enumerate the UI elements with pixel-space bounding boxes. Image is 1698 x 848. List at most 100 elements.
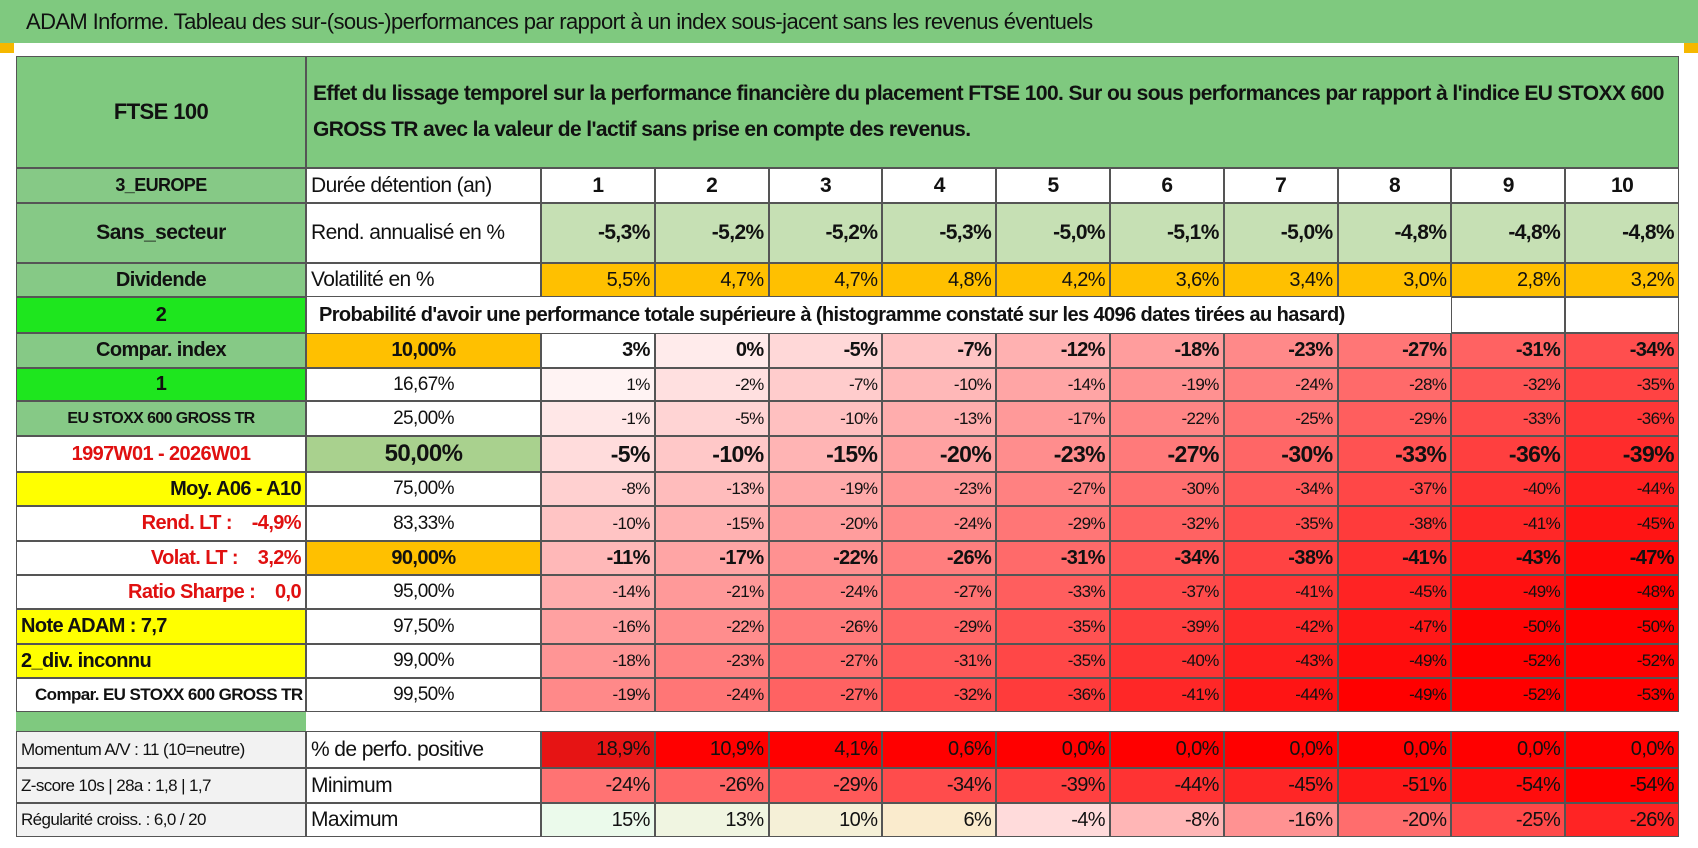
data-cell: -10% [541,506,655,541]
data-cell: 3 [768,168,883,203]
data-cell: -26% [768,609,883,644]
data-cell: 6 [1110,168,1224,203]
data-cell: -27% [996,472,1110,506]
row-label: 1997W01 - 2026W01 [16,436,306,472]
data-cell: -26% [882,541,997,575]
data-cell: -5,0% [1223,203,1338,263]
data-cell: -17% [996,401,1110,436]
data-cell: -5,1% [1110,203,1224,263]
data-cell: -29% [996,506,1110,541]
stat-cell: 10,9% [654,731,769,768]
stat-cell: -54% [1565,768,1679,803]
section-note: Probabilité d'avoir une performance tota… [306,297,1451,333]
row-label: Note ADAM : 7,7 [16,609,306,644]
data-cell: -24% [768,575,883,609]
stat-label: Momentum A/V : 11 (10=neutre) [16,731,306,768]
data-cell: -52% [1451,644,1566,678]
stat-cell: -45% [1223,768,1338,803]
data-cell: -20% [768,506,883,541]
data-cell: 1 [541,168,655,203]
data-cell: -35% [1565,368,1679,401]
data-cell: -47% [1337,609,1452,644]
marker [0,43,14,53]
header-description: Effet du lissage temporel sur la perform… [306,56,1679,168]
stat-cell: 13% [654,803,769,837]
data-cell: -4,8% [1451,203,1566,263]
stat-cell: 18,9% [541,731,655,768]
data-cell: 5,5% [541,263,655,297]
stat-cell: 0,0% [996,731,1110,768]
stat-cell: 6% [882,803,997,837]
data-cell: -33% [1337,436,1452,472]
blank [1565,297,1679,333]
data-cell: -36% [1451,436,1566,472]
stat-cell: -20% [1337,803,1452,837]
data-cell: -5,2% [654,203,769,263]
data-cell: -27% [882,575,997,609]
row-name: Rend. annualisé en % [306,203,541,263]
data-cell: -23% [1223,333,1338,368]
data-cell: 4,2% [996,263,1110,297]
data-cell: -5% [768,333,883,368]
stat-cell: -25% [1451,803,1566,837]
data-cell: -52% [1565,644,1679,678]
stat-label: Régularité croiss. : 6,0 / 20 [16,803,306,837]
stat-cell: -54% [1451,768,1566,803]
row-label: Compar. EU STOXX 600 GROSS TR [16,678,306,712]
data-cell: -20% [882,436,997,472]
data-cell: 0% [654,333,769,368]
data-cell: -22% [654,609,769,644]
data-cell: -10% [882,368,997,401]
row-label: Compar. index [16,333,306,368]
data-cell: 10 [1565,168,1679,203]
data-cell: -52% [1451,678,1566,712]
data-cell: 4,7% [654,263,769,297]
stat-cell: -26% [654,768,769,803]
data-cell: -31% [1451,333,1566,368]
stat-cell: 10% [768,803,883,837]
data-cell: -44% [1223,678,1338,712]
data-cell: -27% [768,678,883,712]
stat-label: Z-score 10s | 28a : 1,8 | 1,7 [16,768,306,803]
stat-name: % de perfo. positive [306,731,541,768]
data-cell: -33% [996,575,1110,609]
data-cell: -34% [1565,333,1679,368]
data-cell: 2,8% [1451,263,1566,297]
stat-cell: -24% [541,768,655,803]
stat-cell: -44% [1110,768,1224,803]
data-cell: -8% [541,472,655,506]
data-cell: 3% [541,333,655,368]
row-label: EU STOXX 600 GROSS TR [16,401,306,436]
row-label: Volat. LT : 3,2% [16,541,306,575]
data-cell: -45% [1337,575,1452,609]
data-cell: -23% [654,644,769,678]
data-cell: -40% [1110,644,1224,678]
data-cell: -5,3% [541,203,655,263]
data-cell: -28% [1337,368,1452,401]
data-cell: 7 [1223,168,1338,203]
data-cell: -39% [1110,609,1224,644]
data-cell: 5 [996,168,1110,203]
marker [1684,43,1698,53]
data-cell: -39% [1565,436,1679,472]
row-name: 99,00% [306,644,541,678]
data-cell: 3,2% [1565,263,1679,297]
row-name: Volatilité en % [306,263,541,297]
row-name: 97,50% [306,609,541,644]
stat-cell: -51% [1337,768,1452,803]
data-cell: -5% [654,401,769,436]
data-cell: -47% [1565,541,1679,575]
data-cell: -16% [541,609,655,644]
data-cell: -7% [882,333,997,368]
data-cell: -27% [768,644,883,678]
data-cell: -32% [1110,506,1224,541]
row-name: 90,00% [306,541,541,575]
data-cell: -35% [996,609,1110,644]
data-cell: -49% [1337,678,1452,712]
data-cell: 9 [1451,168,1566,203]
data-cell: -18% [1110,333,1224,368]
row-name: 75,00% [306,472,541,506]
row-label: 2_div. inconnu [16,644,306,678]
data-cell: -29% [882,609,997,644]
